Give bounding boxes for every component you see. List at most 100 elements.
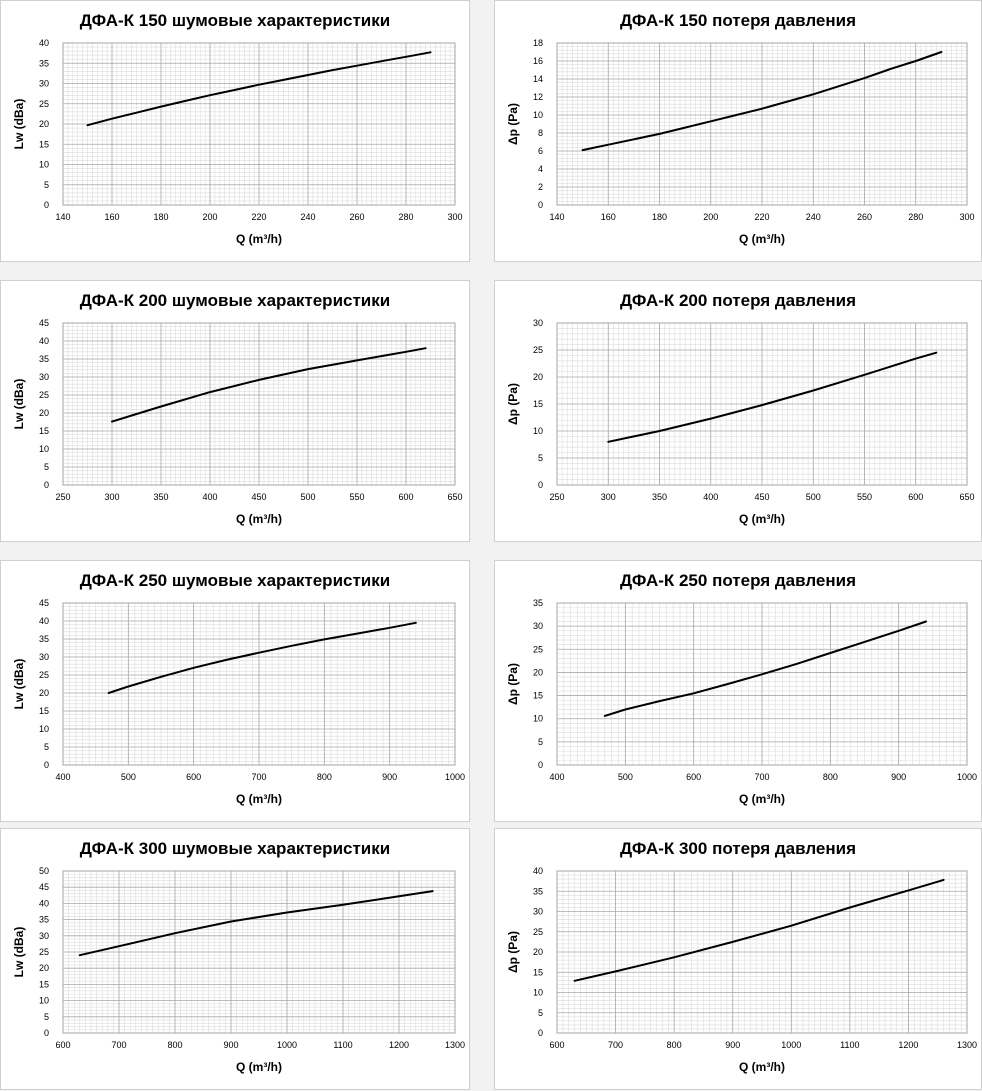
- y-tick-label: 20: [39, 963, 49, 973]
- y-tick-label: 15: [39, 706, 49, 716]
- y-tick-label: 45: [39, 882, 49, 892]
- x-tick-label: 500: [300, 492, 315, 502]
- y-tick-label: 25: [533, 644, 543, 654]
- y-tick-label: 35: [533, 598, 543, 608]
- x-tick-label: 450: [251, 492, 266, 502]
- y-axis-label: Lw (dBa): [12, 99, 26, 150]
- x-tick-label: 500: [618, 772, 633, 782]
- y-tick-label: 4: [538, 164, 543, 174]
- x-tick-label: 250: [549, 492, 564, 502]
- x-tick-label: 300: [104, 492, 119, 502]
- x-tick-label: 140: [55, 212, 70, 222]
- y-axis-label: Lw (dBa): [12, 379, 26, 430]
- chart-title: ДФА-К 200 потеря давления: [619, 291, 857, 310]
- x-tick-label: 240: [806, 212, 821, 222]
- x-tick-label: 700: [608, 1040, 623, 1050]
- y-tick-label: 40: [533, 866, 543, 876]
- x-tick-label: 280: [398, 212, 413, 222]
- x-tick-label: 1100: [840, 1040, 859, 1050]
- x-tick-label: 240: [300, 212, 315, 222]
- x-tick-label: 1000: [445, 772, 465, 782]
- plot-frame: [556, 42, 968, 206]
- x-tick-label: 1300: [445, 1040, 465, 1050]
- y-tick-label: 35: [39, 915, 49, 925]
- x-axis-label: Q (m³/h): [236, 232, 282, 246]
- y-tick-label: 8: [538, 128, 543, 138]
- y-tick-label: 25: [533, 927, 543, 937]
- y-tick-label: 10: [533, 988, 543, 998]
- y-tick-label: 35: [533, 886, 543, 896]
- x-tick-label: 550: [349, 492, 364, 502]
- y-tick-label: 0: [44, 1028, 49, 1038]
- y-tick-label: 20: [39, 119, 49, 129]
- y-tick-label: 30: [39, 652, 49, 662]
- chart-pressure-250: 400 500 600 700 800 900 1000 0 5 10 15 20 25 30 35 Q (m…: [506, 598, 977, 806]
- x-tick-label: 140: [549, 212, 564, 222]
- x-tick-label: 800: [823, 772, 838, 782]
- y-tick-label: 25: [39, 670, 49, 680]
- x-axis-label: Q (m³/h): [236, 792, 282, 806]
- plot-frame: [62, 42, 456, 206]
- x-tick-label: 900: [725, 1040, 740, 1050]
- x-tick-label: 600: [186, 772, 201, 782]
- x-tick-label: 200: [703, 212, 718, 222]
- series-line: [86, 51, 432, 127]
- x-tick-label: 280: [908, 212, 923, 222]
- chart-panel-noise-200: ДФА-К 200 шумовые характеристики 250 300 3…: [0, 280, 470, 542]
- x-axis-label: Q (m³/h): [236, 1060, 282, 1074]
- y-tick-label: 12: [533, 92, 543, 102]
- y-tick-label: 5: [538, 737, 543, 747]
- x-tick-label: 300: [447, 212, 462, 222]
- y-tick-label: 50: [39, 866, 49, 876]
- y-tick-label: 30: [39, 372, 49, 382]
- x-tick-label: 1100: [333, 1040, 352, 1050]
- y-tick-label: 6: [538, 146, 543, 156]
- y-tick-label: 25: [39, 390, 49, 400]
- y-tick-label: 5: [538, 1008, 543, 1018]
- x-axis-label: Q (m³/h): [236, 512, 282, 526]
- y-tick-label: 10: [533, 426, 543, 436]
- y-tick-label: 10: [39, 724, 49, 734]
- x-tick-label: 600: [55, 1040, 70, 1050]
- chart-noise-300: 600 700 800 900 1000 1100 1200 1300 0 5 10 15 20 25 30…: [12, 866, 465, 1074]
- series-line: [581, 51, 943, 152]
- y-tick-label: 0: [44, 200, 49, 210]
- y-tick-label: 5: [44, 180, 49, 190]
- x-tick-label: 700: [251, 772, 266, 782]
- y-tick-label: 35: [39, 58, 49, 68]
- x-tick-label: 200: [202, 212, 217, 222]
- y-axis-label: Δp (Pa): [506, 103, 520, 145]
- x-axis-label: Q (m³/h): [739, 512, 785, 526]
- chart-noise-200: 250 300 350 400 450 500 550 600 650 0 5 10 15 20 25 30 3…: [12, 318, 463, 526]
- y-tick-label: 25: [39, 947, 49, 957]
- y-tick-label: 16: [533, 56, 543, 66]
- y-tick-label: 30: [39, 79, 49, 89]
- x-tick-label: 1200: [389, 1040, 409, 1050]
- x-tick-label: 300: [959, 212, 974, 222]
- chart-title: ДФА-К 250 шумовые характеристики: [79, 571, 391, 590]
- x-tick-label: 650: [447, 492, 462, 502]
- plot-frame: [556, 322, 968, 486]
- x-tick-label: 260: [857, 212, 872, 222]
- x-tick-label: 500: [806, 492, 821, 502]
- x-tick-label: 400: [55, 772, 70, 782]
- y-tick-label: 0: [44, 760, 49, 770]
- plot-frame: [556, 870, 968, 1034]
- series-line: [603, 620, 927, 717]
- y-tick-label: 15: [533, 691, 543, 701]
- y-tick-label: 0: [538, 480, 543, 490]
- x-axis-label: Q (m³/h): [739, 1060, 785, 1074]
- x-tick-label: 180: [652, 212, 667, 222]
- y-tick-label: 30: [39, 931, 49, 941]
- x-tick-label: 600: [398, 492, 413, 502]
- x-tick-label: 1000: [277, 1040, 297, 1050]
- x-tick-label: 500: [121, 772, 136, 782]
- y-tick-label: 20: [533, 947, 543, 957]
- x-tick-label: 260: [349, 212, 364, 222]
- x-tick-label: 450: [754, 492, 769, 502]
- y-axis-label: Lw (dBa): [12, 659, 26, 710]
- chart-panel-noise-300: ДФА-К 300 шумовые характеристики 600 700 8…: [0, 828, 470, 1090]
- x-tick-label: 550: [857, 492, 872, 502]
- plot-frame: [62, 870, 456, 1034]
- chart-title: ДФА-К 200 шумовые характеристики: [79, 291, 391, 310]
